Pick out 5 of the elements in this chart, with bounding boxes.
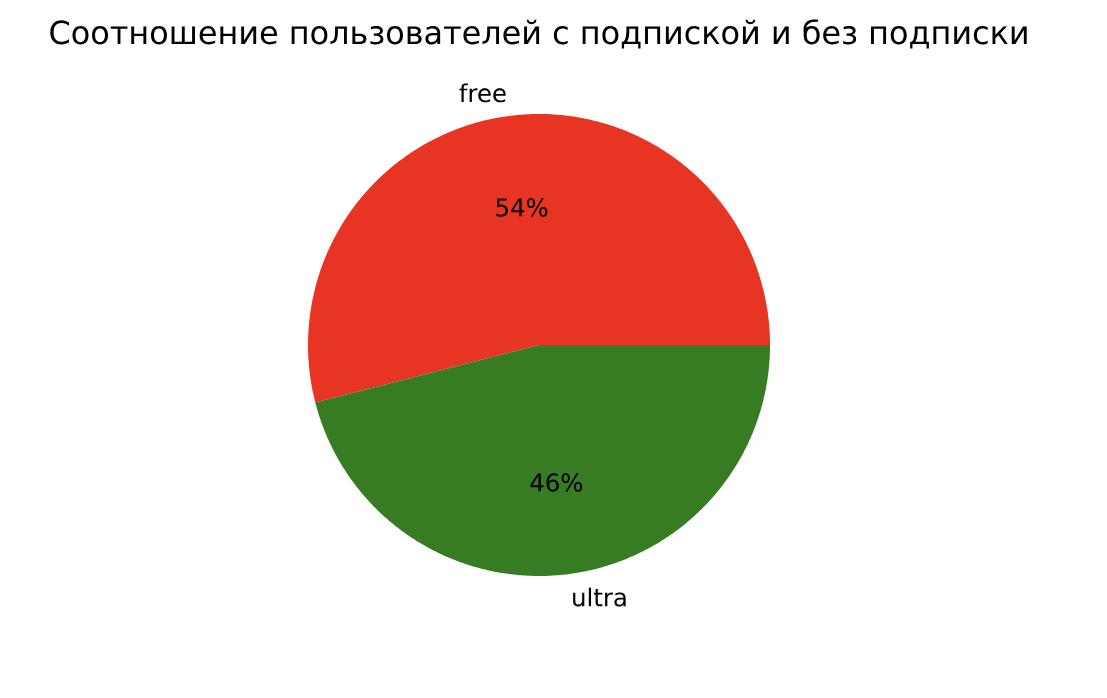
slice-label: free (459, 83, 506, 103)
chart-title: Соотношение пользователей с подпиской и без подписки (50, 19, 1027, 49)
data-label: 46% (530, 473, 583, 492)
slice-label: ultra (573, 587, 626, 607)
data-label: 54% (496, 198, 548, 217)
